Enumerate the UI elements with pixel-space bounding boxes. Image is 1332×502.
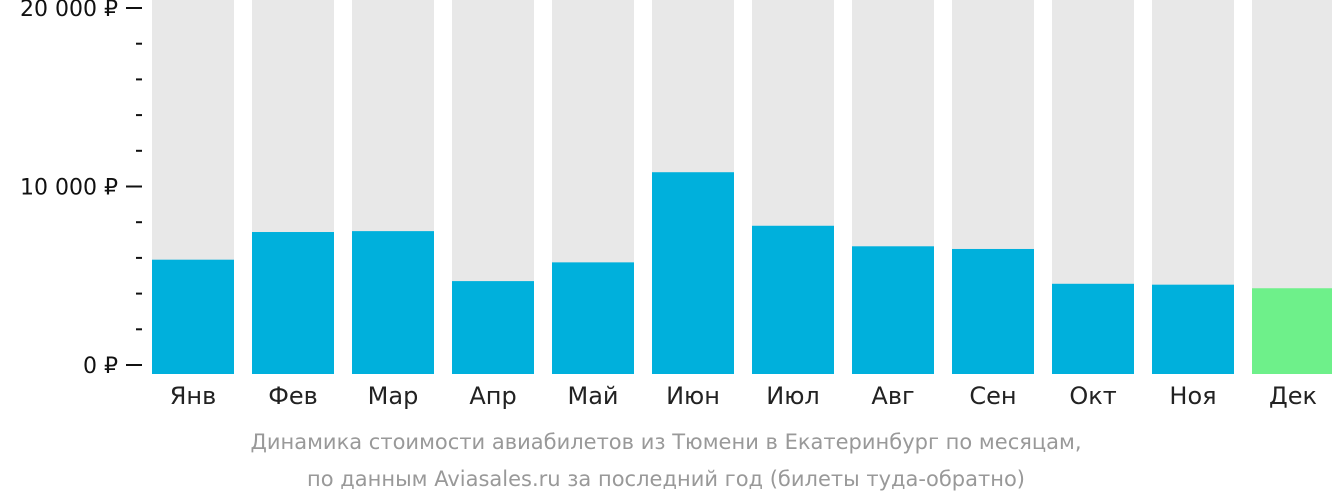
x-tick-label-2: Фев [268, 382, 318, 410]
bars [152, 172, 1332, 374]
x-tick-label-11: Ноя [1169, 382, 1216, 410]
bar-8[interactable] [852, 246, 934, 374]
bar-10[interactable] [1052, 283, 1134, 374]
y-axis: 0 ₽ 10 000 ₽ 20 000 ₽ [20, 0, 142, 379]
bar-9[interactable] [952, 248, 1034, 374]
y-tick-label-3: 20 000 ₽ [20, 0, 118, 22]
x-tick-label-6: Июн [666, 382, 720, 410]
x-tick-label-1: Янв [170, 382, 217, 410]
y-tick-label-2: 10 000 ₽ [20, 176, 118, 201]
x-tick-label-4: Апр [469, 382, 516, 410]
price-bar-chart: 0 ₽ 10 000 ₽ 20 000 ₽ Янв Фев Мар Апр Май Июн Ию… [20, 0, 1332, 410]
x-tick-label-5: Май [567, 382, 618, 410]
bar-6[interactable] [652, 172, 734, 374]
bar-11[interactable] [1152, 284, 1234, 374]
bar-4[interactable] [452, 281, 534, 374]
bar-3[interactable] [352, 231, 434, 374]
chart-caption-line-1: Динамика стоимости авиабилетов из Тюмени… [250, 430, 1082, 454]
bar-12[interactable] [1252, 288, 1332, 374]
x-tick-label-8: Авг [871, 382, 914, 410]
x-tick-label-3: Мар [368, 382, 419, 410]
bar-2[interactable] [252, 232, 334, 374]
chart-caption-line-2: по данным Aviasales.ru за последний год … [307, 467, 1025, 491]
x-tick-label-12: Дек [1269, 382, 1317, 410]
x-tick-label-9: Сен [969, 382, 1016, 410]
x-tick-label-7: Июл [766, 382, 820, 410]
x-axis-labels: Янв Фев Мар Апр Май Июн Июл Авг Сен Окт Ноя Дек [170, 382, 1317, 410]
bar-5[interactable] [552, 262, 634, 374]
bar-1[interactable] [152, 259, 234, 374]
x-tick-label-10: Окт [1069, 382, 1116, 410]
y-tick-label-1: 0 ₽ [83, 354, 118, 379]
bar-7[interactable] [752, 225, 834, 374]
